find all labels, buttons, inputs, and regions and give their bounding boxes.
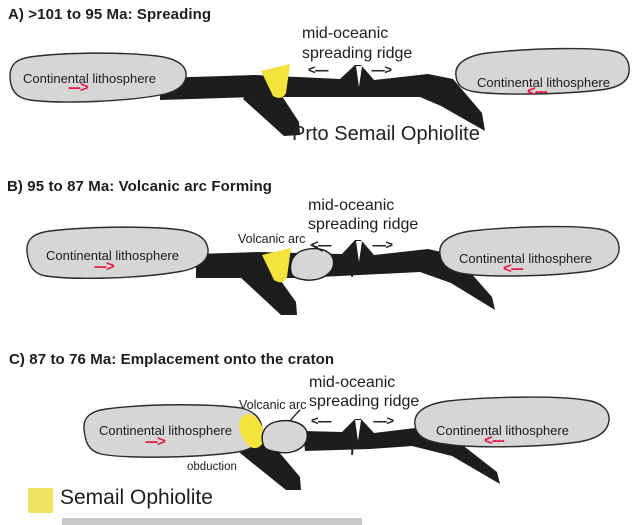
ridge-notch-a [356,66,362,87]
panel-c-right-plate-motion-arrow: <--- [484,432,505,449]
subducting-slab-left-c [240,439,301,490]
arc-pointer-line-b [310,244,323,252]
panel-c-ridge-arrow-right: ----> [373,413,394,428]
ridge-tick-b [349,266,354,277]
panel-c-volcanic-arc-label: Volcanic arc [239,398,307,412]
ophiolite-wedge-a [261,64,290,98]
ridge-tick-c [349,444,354,455]
panel-c-title: C) 87 to 76 Ma: Emplacement onto the cra… [9,351,335,368]
panel-c-left-plate-label: Continental lithosphere [99,423,232,438]
panel-a-ridge-label-line2: spreading ridge [302,45,413,62]
panel-c-left-plate-motion-arrow: ---> [145,433,166,450]
oceanic-lithosphere-a [160,65,485,131]
panel-a-right-plate-motion-arrow: <--- [527,83,548,100]
panel-a-title: A) >101 to 95 Ma: Spreading [8,6,212,23]
ophiolite-wedge-b [262,248,291,283]
panel-a-left-plate-label: Continental lithosphere [23,71,156,86]
panel-b-volcanic-arc-label: Volcanic arc [238,232,306,246]
semail-ophiolite-legend-swatch [28,488,53,513]
panel-b-left-plate-label: Continental lithosphere [46,248,179,263]
ophiolite-wedge-c [239,414,265,449]
panel-b-ridge-arrow-left: <---- [311,237,332,252]
panel-c-ridge-label-line2: spreading ridge [309,393,420,410]
volcanic-arc-b [289,247,335,281]
panel-b-right-plate-label: Continental lithosphere [459,251,592,266]
oceanic-lithosphere-c [303,419,500,484]
panel-a-left-plate-motion-arrow: ---> [68,79,89,96]
proto-semail-ophiolite-label: Prto Semail Ophiolite [292,123,480,145]
obduction-label: obduction [187,461,237,473]
continental-lithosphere-right-c [414,396,610,448]
continental-lithosphere-right-b [439,225,620,277]
panel-b-left-plate-motion-arrow: ---> [94,258,115,275]
panel-a-ridge-label-line1: mid-oceanic [302,25,389,42]
panel-c-ridge-label-line1: mid-oceanic [309,374,396,391]
panel-c-right-plate-label: Continental lithosphere [436,423,569,438]
panel-b-title: B) 95 to 87 Ma: Volcanic arc Forming [7,178,273,195]
panel-b-ridge-label-line2: spreading ridge [308,216,419,233]
ridge-notch-b [356,241,362,262]
panel-a-ridge-arrow-left: <---- [308,62,329,77]
panel-b-right-plate-motion-arrow: <--- [503,260,524,277]
continental-lithosphere-left-a [9,52,187,103]
continental-lithosphere-right-a [455,47,630,95]
ridge-notch-c [355,420,361,441]
legend-label: Semail Ophiolite [60,486,213,509]
arc-pointer-line-c [290,409,301,421]
panel-a-ridge-arrow-right: ----> [371,62,392,77]
continental-lithosphere-left-b [26,226,209,279]
volcanic-arc-c [261,419,308,454]
panel-a-right-plate-label: Continental lithosphere [477,75,610,90]
panel-c-ridge-arrow-left: <---- [311,413,332,428]
cropped-bottom-strip [62,518,362,525]
panel-b-ridge-arrow-right: ----> [372,237,393,252]
panel-b-ridge-label-line1: mid-oceanic [308,197,395,214]
